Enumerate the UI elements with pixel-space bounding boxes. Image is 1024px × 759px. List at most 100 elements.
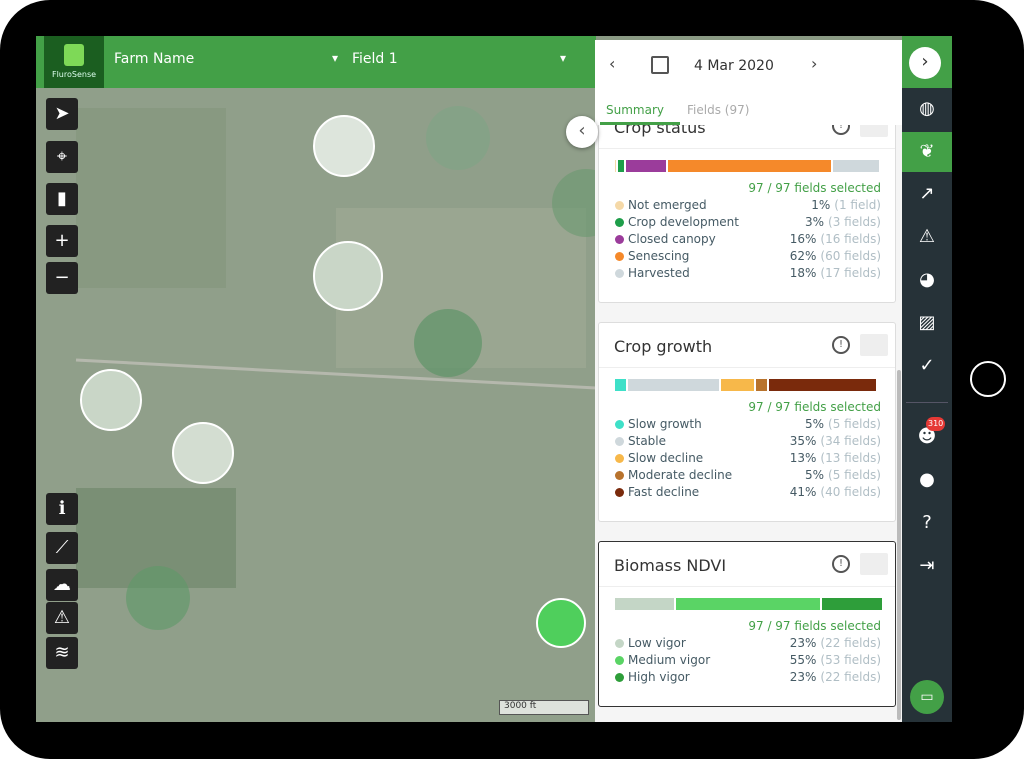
collapse-panel[interactable]: ‹ xyxy=(566,116,598,148)
legend-value: 5% (5 fields) xyxy=(805,468,881,482)
field-count: (17 fields) xyxy=(820,266,881,280)
help-icon[interactable]: ? xyxy=(922,512,932,533)
legend-row: Low vigor 23% (22 fields) xyxy=(615,636,881,653)
percent: 3% xyxy=(804,215,825,229)
legend-row: Fast decline 41% (40 fields) xyxy=(615,485,881,502)
legend-value: 3% (3 fields) xyxy=(805,215,881,229)
field-count: (22 fields) xyxy=(820,670,881,684)
percent: 23% xyxy=(789,670,817,684)
legend-value: 55% (53 fields) xyxy=(790,653,881,667)
legend-label: Slow growth xyxy=(628,417,702,431)
filter-button[interactable] xyxy=(860,553,888,575)
logout-icon[interactable]: ⇥ xyxy=(919,555,935,576)
card-title: Crop growth xyxy=(614,337,713,356)
logo[interactable]: FluroSense xyxy=(44,36,104,88)
card-list: Crop status! 97 / 97 fields selected Not e… xyxy=(595,125,902,722)
info-button[interactable]: ℹ xyxy=(46,493,78,525)
legend-value: 23% (22 fields) xyxy=(790,670,881,684)
check-icon[interactable]: ✓ xyxy=(919,355,935,376)
bar-segment xyxy=(676,598,821,610)
legend-row: Crop development 3% (3 fields) xyxy=(615,215,881,232)
home-button[interactable] xyxy=(970,361,1006,397)
legend-row: High vigor 23% (22 fields) xyxy=(615,670,881,687)
legend-value: 18% (17 fields) xyxy=(790,266,881,280)
fields-icon[interactable]: ◍ xyxy=(919,98,935,119)
scrollbar xyxy=(897,370,901,720)
weather-button[interactable]: ☁ xyxy=(46,569,78,601)
crop-icon[interactable]: ❦ xyxy=(902,132,952,172)
legend-value: 1% (1 field) xyxy=(811,198,881,212)
alert-button[interactable]: ⚠ xyxy=(46,602,78,634)
info-icon[interactable]: ! xyxy=(832,336,850,354)
farm-select[interactable]: Farm Name xyxy=(114,51,195,67)
field-count: (40 fields) xyxy=(820,485,881,499)
bar-segment xyxy=(615,379,627,391)
draw-button[interactable]: ⟋ xyxy=(46,532,78,564)
screen: FluroSense Farm Name ▾ Field 1 ▾ ➤ ⌖ ▮ +… xyxy=(36,36,952,722)
legend-dot xyxy=(615,673,624,682)
legend-value: 13% (13 fields) xyxy=(790,451,881,465)
field-count: (3 fields) xyxy=(828,215,881,229)
legend-dot xyxy=(615,252,624,261)
locate-button[interactable]: ➤ xyxy=(46,98,78,130)
scale-bar: 3000 ft xyxy=(499,700,589,715)
prev-date[interactable]: ‹ xyxy=(609,54,616,73)
percent: 55% xyxy=(789,653,817,667)
field-select[interactable]: Field 1 xyxy=(352,51,398,67)
percent: 18% xyxy=(789,266,817,280)
legend-row: Slow decline 13% (13 fields) xyxy=(615,451,881,468)
info-icon[interactable]: ! xyxy=(832,555,850,573)
dropdown-arrow: ▾ xyxy=(560,51,567,65)
info-icon[interactable]: ! xyxy=(832,125,850,135)
zoom-in[interactable]: + xyxy=(46,225,78,257)
field-count: (5 fields) xyxy=(828,468,881,482)
filter-button[interactable] xyxy=(860,125,888,137)
calendar-icon[interactable] xyxy=(651,56,669,74)
layers-button[interactable]: ≋ xyxy=(46,637,78,669)
bar-segment xyxy=(769,379,877,391)
legend-label: Slow decline xyxy=(628,451,704,465)
alert-icon[interactable]: ⚠ xyxy=(918,226,936,247)
field-count: (22 fields) xyxy=(820,636,881,650)
profile-icon[interactable]: ● xyxy=(919,469,935,490)
chat-button[interactable]: ▭ xyxy=(910,680,944,714)
zoom-out[interactable]: − xyxy=(46,262,78,294)
tab-fields[interactable]: Fields (97) xyxy=(687,103,750,117)
legend-dot xyxy=(615,269,624,278)
card-title: Crop status xyxy=(614,125,706,137)
legend-label: Harvested xyxy=(628,266,690,280)
percent: 41% xyxy=(789,485,817,499)
target-button[interactable]: ⌖ xyxy=(46,141,78,173)
legend-label: Closed canopy xyxy=(628,232,716,246)
logo-text: FluroSense xyxy=(51,70,97,79)
card: Crop growth! 97 / 97 fields selected Slow … xyxy=(598,322,896,522)
pie-icon[interactable]: ◕ xyxy=(919,269,935,290)
legend-value: 23% (22 fields) xyxy=(790,636,881,650)
legend-row: Not emerged 1% (1 field) xyxy=(615,198,881,215)
legend-dot xyxy=(615,488,624,497)
legend-dot xyxy=(615,201,624,210)
field-count: (60 fields) xyxy=(820,249,881,263)
next-date[interactable]: › xyxy=(811,54,818,73)
legend-label: Medium vigor xyxy=(628,653,711,667)
date: 4 Mar 2020 xyxy=(694,58,774,74)
percent: 62% xyxy=(789,249,817,263)
team-icon[interactable]: ☻ xyxy=(917,426,937,447)
ruler-button[interactable]: ▮ xyxy=(46,183,78,215)
image-icon[interactable]: ▨ xyxy=(918,312,936,333)
trend-icon[interactable]: ↗ xyxy=(919,183,935,204)
field-count: (5 fields) xyxy=(828,417,881,431)
expand-button[interactable]: › xyxy=(909,47,941,79)
percent: 13% xyxy=(789,451,817,465)
map xyxy=(36,88,596,722)
bar-segment xyxy=(628,379,720,391)
bar-segment xyxy=(625,160,667,172)
divider xyxy=(599,586,895,587)
legend-value: 41% (40 fields) xyxy=(790,485,881,499)
card-title: Biomass NDVI xyxy=(614,556,727,575)
tab-summary[interactable]: Summary xyxy=(606,103,664,117)
legend-row: Senescing 62% (60 fields) xyxy=(615,249,881,266)
filter-button[interactable] xyxy=(860,334,888,356)
bar-segment xyxy=(668,160,832,172)
